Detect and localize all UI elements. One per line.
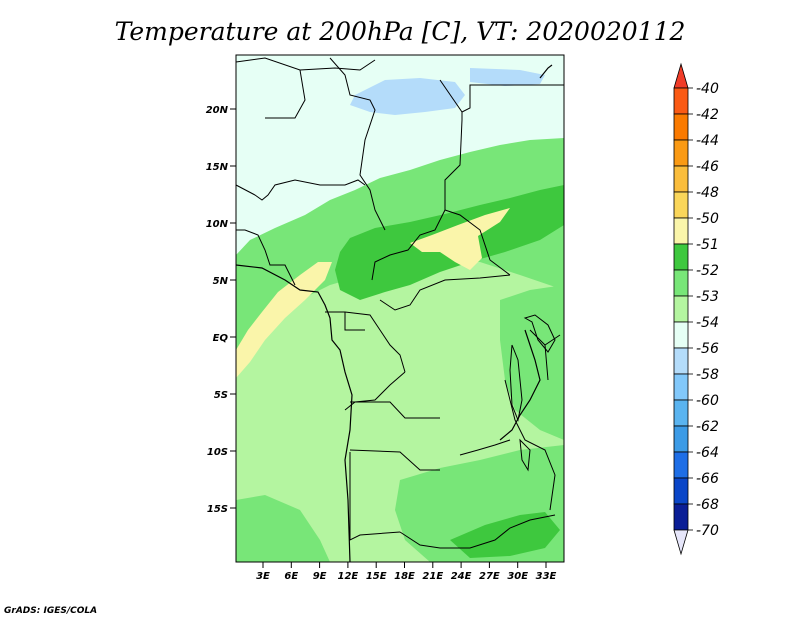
field-band-east-strip <box>500 285 564 440</box>
colorbar-swatch <box>673 243 689 271</box>
colorbar-swatch <box>673 165 689 193</box>
colorbar-label: -44 <box>696 133 719 149</box>
colorbar-top-arrow <box>673 62 689 89</box>
colorbar-label: -58 <box>696 367 719 383</box>
colorbar-label: -40 <box>696 81 719 97</box>
lon-tick-label: 15E <box>366 571 387 582</box>
colorbar-label: -64 <box>696 445 719 461</box>
lon-tick-label: 33E <box>536 571 557 582</box>
lon-tick-label: 21E <box>422 571 443 582</box>
colorbar-swatch <box>673 477 689 505</box>
colorbar-swatch <box>673 295 689 323</box>
colorbar-swatch <box>673 399 689 427</box>
colorbar-label: -50 <box>696 211 719 227</box>
colorbar-swatch <box>673 139 689 167</box>
lat-tick-label: 10N <box>206 219 229 230</box>
map-frame <box>235 54 565 563</box>
lat-tick-label: 15S <box>207 504 228 515</box>
colorbar-label: -68 <box>696 497 719 513</box>
colorbar-label: -60 <box>696 393 719 409</box>
field-cold-north <box>236 55 564 255</box>
field-band-southeast <box>450 512 560 558</box>
longitude-axis: 3E 6E 9E 12E 15E 18E 21E 24E 27E 30E 33E <box>256 562 557 582</box>
lon-tick-label: 30E <box>507 571 528 582</box>
coastline <box>236 64 553 562</box>
lon-tick-label: 24E <box>451 571 472 582</box>
field-band-southwest <box>236 495 330 562</box>
colorbar-swatch <box>673 321 689 349</box>
country-borders <box>236 57 564 549</box>
colorbar-label: -66 <box>696 471 719 487</box>
lat-tick-label: 5S <box>214 390 228 401</box>
lat-tick-label: 15N <box>206 162 229 173</box>
colorbar-swatch <box>673 87 689 115</box>
colorbar-swatch <box>673 269 689 297</box>
lat-tick-label: EQ <box>213 333 229 344</box>
lakes <box>509 314 556 472</box>
lat-tick-label: 10S <box>207 447 228 458</box>
temperature-field <box>236 55 564 562</box>
colorbar-label: -52 <box>696 263 719 279</box>
colorbar-swatch <box>673 217 689 245</box>
latitude-axis: 20N 15N 10N 5N EQ 5S 10S 15S <box>206 105 236 515</box>
colorbar-swatch <box>673 503 689 531</box>
lat-tick-label: 5N <box>213 276 229 287</box>
lon-tick-label: 12E <box>338 571 359 582</box>
colorbar-swatch <box>673 191 689 219</box>
colorbar-swatch <box>673 451 689 479</box>
lon-tick-label: 3E <box>256 571 270 582</box>
lon-tick-label: 18E <box>394 571 415 582</box>
colorbar-bottom-arrow <box>673 529 689 556</box>
colorbar-swatch <box>673 425 689 453</box>
colorbar-label: -53 <box>696 289 719 305</box>
lat-tick-label: 20N <box>206 105 229 116</box>
colorbar: -40 -42 -44 -46 -48 -50 -51 -52 -53 -54 -56 -58 -60 -… <box>673 62 719 556</box>
colorbar-label: -56 <box>696 341 719 357</box>
grads-credit: GrADS: IGES/COLA <box>4 606 97 616</box>
colorbar-swatch <box>673 347 689 375</box>
lon-tick-label: 27E <box>479 571 500 582</box>
lon-tick-label: 9E <box>313 571 327 582</box>
colorbar-label: -62 <box>696 419 719 435</box>
colorbar-label: -42 <box>696 107 719 123</box>
field-cold-patch-2 <box>470 68 545 86</box>
colorbar-swatch <box>673 373 689 401</box>
lon-tick-label: 6E <box>284 571 298 582</box>
field-cold-patch-1 <box>350 78 465 115</box>
colorbar-label: -46 <box>696 159 719 175</box>
colorbar-swatch <box>673 113 689 141</box>
map-title: Temperature at 200hPa [C], VT: 202002011… <box>115 17 686 46</box>
colorbar-label: -51 <box>696 237 719 253</box>
colorbar-label: -48 <box>696 185 719 201</box>
colorbar-label: -54 <box>696 315 719 331</box>
colorbar-label: -70 <box>696 523 719 539</box>
field-warm-patch-east <box>410 208 510 270</box>
